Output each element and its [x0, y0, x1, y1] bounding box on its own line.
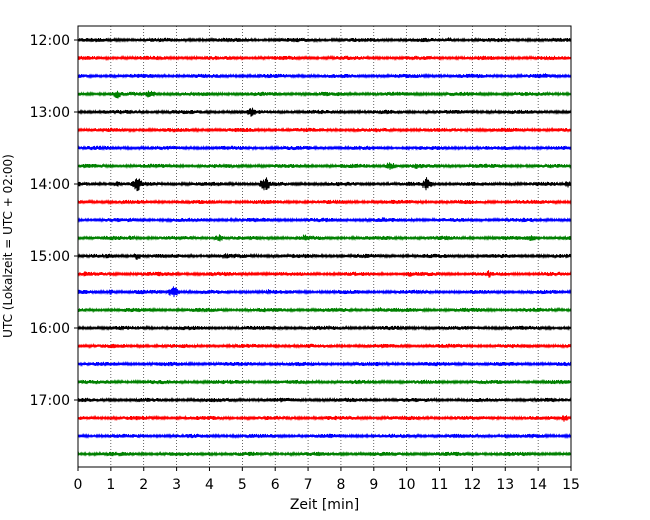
y-tick-label: 12:00 — [30, 33, 70, 49]
trace-line — [77, 72, 572, 80]
x-tick-label: 2 — [139, 477, 148, 493]
trace-line — [77, 378, 572, 386]
x-tick-label: 13 — [496, 477, 514, 493]
y-axis-ticks: 12:00 13:00 14:00 15:00 16:00 17:00 — [30, 33, 78, 409]
trace-line — [77, 306, 572, 314]
trace-line — [77, 162, 572, 170]
trace-line — [77, 54, 572, 62]
trace-line — [77, 216, 572, 224]
trace-line — [77, 360, 572, 368]
x-tick-label: 11 — [431, 477, 449, 493]
trace-line — [77, 90, 572, 99]
y-tick-label: 15:00 — [30, 249, 70, 265]
x-tick-label: 14 — [529, 477, 547, 493]
trace-line — [77, 36, 572, 44]
x-tick-label: 15 — [562, 477, 580, 493]
trace-line — [77, 234, 572, 242]
trace-line — [77, 177, 572, 192]
y-tick-label: 17:00 — [30, 393, 70, 409]
trace-line — [77, 432, 572, 440]
plot-background — [78, 26, 571, 467]
trace-line — [77, 342, 572, 350]
x-tick-label: 8 — [336, 477, 345, 493]
x-tick-label: 6 — [271, 477, 280, 493]
x-tick-label: 0 — [74, 477, 83, 493]
trace-line — [77, 252, 572, 260]
x-tick-label: 1 — [106, 477, 115, 493]
trace-line — [77, 144, 572, 152]
seismic-traces — [77, 36, 572, 458]
y-tick-label: 13:00 — [30, 105, 70, 121]
trace-line — [77, 414, 572, 422]
y-tick-label: 14:00 — [30, 177, 70, 193]
x-axis-title: Zeit [min] — [290, 497, 359, 513]
trace-line — [77, 270, 572, 278]
x-tick-label: 12 — [463, 477, 481, 493]
trace-line — [77, 126, 572, 134]
plot-frame — [77, 25, 572, 468]
y-tick-label: 16:00 — [30, 321, 70, 337]
x-tick-label: 5 — [238, 477, 247, 493]
x-tick-label: 9 — [369, 477, 378, 493]
trace-line — [77, 107, 572, 117]
trace-line — [77, 286, 572, 298]
trace-line — [77, 450, 572, 458]
y-axis-title: UTC (Lokalzeit = UTC + 02:00) — [1, 154, 15, 338]
x-axis-ticks: 0 1 2 3 4 5 6 7 8 9 10 11 12 13 14 15 — [74, 467, 580, 493]
trace-line — [77, 324, 572, 332]
x-tick-label: 4 — [205, 477, 214, 493]
x-tick-label: 10 — [398, 477, 416, 493]
x-tick-label: 7 — [304, 477, 313, 493]
trace-line — [77, 198, 572, 206]
x-tick-label: 3 — [172, 477, 181, 493]
trace-line — [77, 396, 572, 404]
